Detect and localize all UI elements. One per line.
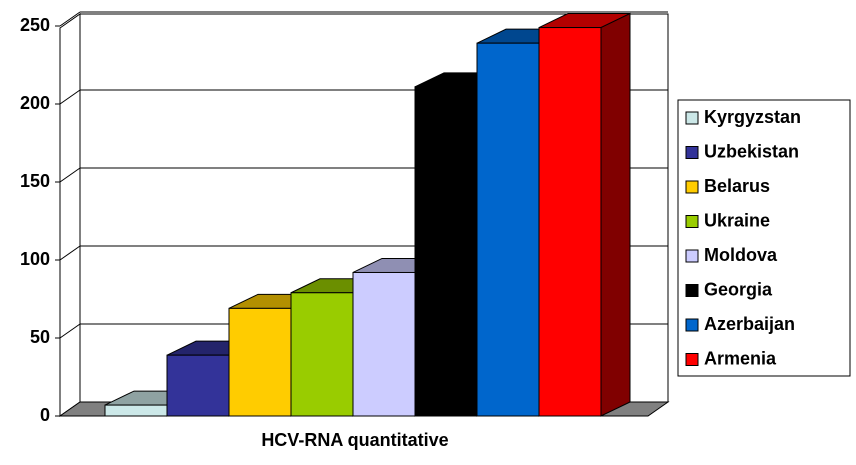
grid-line [59,89,81,105]
legend-label: Moldova [704,245,778,265]
legend-label: Azerbaijan [704,314,795,334]
legend-swatch [685,353,699,366]
legend-label: Ukraine [704,210,770,230]
y-tick-label: 150 [20,171,50,191]
legend-swatch [685,284,699,297]
legend-swatch [685,111,699,125]
y-tick-label: 50 [30,327,50,347]
legend [677,99,851,377]
grid-line [59,245,81,261]
bar-side [600,12,631,417]
y-tick-label: 250 [20,15,50,35]
bars [104,12,631,417]
grid-line [59,323,81,339]
bar [476,42,540,417]
legend-swatch [685,318,699,332]
legend-label: Uzbekistan [704,141,799,161]
side-wall [59,13,81,417]
legend-swatch [685,180,699,194]
legend-swatch [685,249,699,263]
legend-items: Kyrgyzstan Uzbekistan Belarus Ukraine Moldov… [685,107,801,368]
grid-line [59,167,81,183]
legend-label: Georgia [704,279,773,299]
bar [414,86,478,417]
bar [352,271,416,417]
bar [228,307,292,417]
legend-label: Kyrgyzstan [704,107,801,127]
y-tick-label: 0 [40,405,50,425]
grid-line [59,11,81,27]
bar [538,27,602,417]
y-tick-label: 200 [20,93,50,113]
x-tick-label: HCV-RNA quantitative [261,430,448,450]
legend-swatch [685,215,699,228]
bar [290,292,354,417]
bar [104,404,168,417]
bar [166,354,230,417]
legend-label: Belarus [704,176,770,196]
legend-swatch [685,146,699,159]
y-tick-label: 100 [20,249,50,269]
legend-label: Armenia [704,348,777,368]
